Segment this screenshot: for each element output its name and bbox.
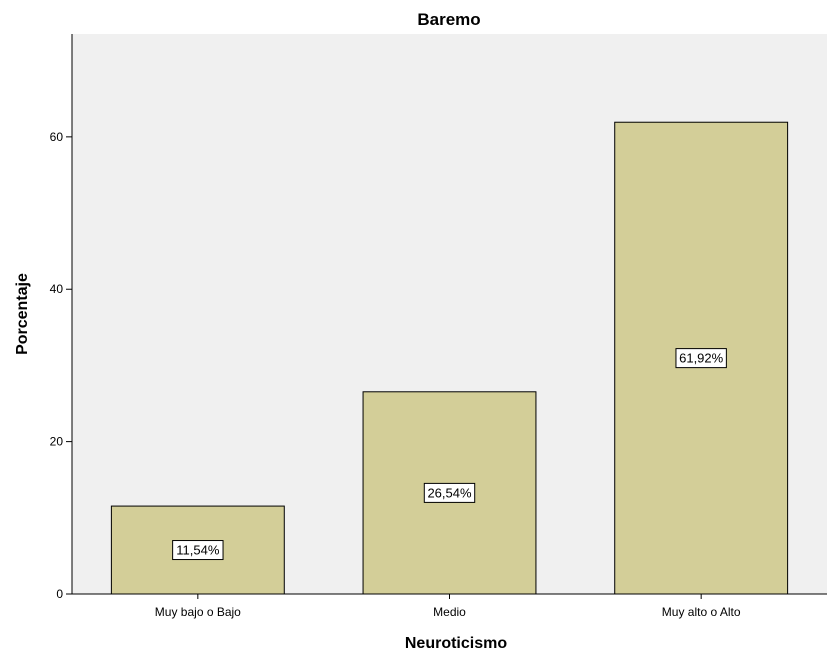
y-tick-label: 0	[56, 587, 63, 601]
data-label: 61,92%	[679, 351, 724, 366]
y-axis-title: Porcentaje	[14, 273, 31, 355]
x-axis-title: Neuroticismo	[405, 635, 507, 652]
y-tick-label: 40	[50, 282, 64, 296]
chart-title: Baremo	[417, 10, 480, 29]
x-tick-label: Medio	[433, 605, 466, 619]
x-tick-label: Muy alto o Alto	[662, 605, 741, 619]
x-tick-label: Muy bajo o Bajo	[155, 605, 241, 619]
y-tick-label: 60	[50, 130, 64, 144]
data-label: 11,54%	[176, 543, 220, 558]
y-tick-label: 20	[50, 435, 64, 449]
data-label: 26,54%	[427, 485, 472, 500]
